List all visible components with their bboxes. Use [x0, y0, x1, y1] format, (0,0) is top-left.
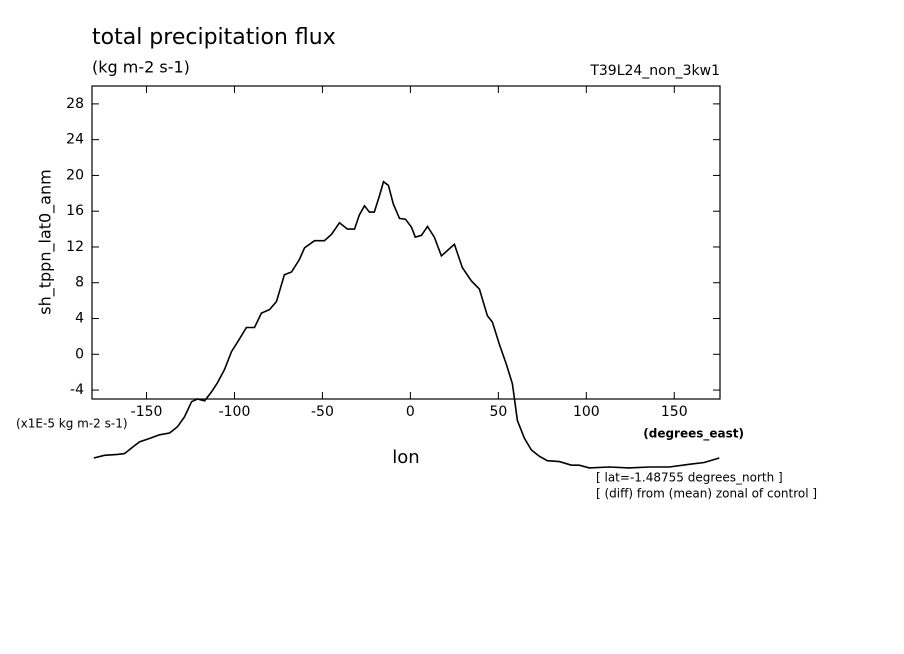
- x-tick-label: -100: [219, 404, 251, 420]
- chart-title: total precipitation flux: [92, 25, 336, 50]
- x-units: (degrees_east): [643, 427, 744, 442]
- y-tick-label: 24: [66, 132, 84, 148]
- x-tick-label: 150: [661, 404, 688, 420]
- annotation: [ lat=-1.48755 degrees_north ]: [596, 471, 783, 485]
- x-tick-label: 100: [573, 404, 600, 420]
- x-tick-label: 0: [406, 404, 415, 420]
- y-tick-label: 28: [66, 96, 84, 112]
- y-tick-label: -4: [70, 382, 84, 398]
- y-tick-label: 12: [66, 239, 84, 255]
- dataset-label: T39L24_non_3kw1: [589, 63, 720, 79]
- chart-subtitle: (kg m-2 s-1): [92, 58, 190, 77]
- x-tick-label: 50: [489, 404, 507, 420]
- y-tick-label: 16: [66, 203, 84, 219]
- plot-frame: [91, 85, 721, 400]
- data-line: [93, 180, 720, 469]
- y-tick-label: 4: [75, 311, 84, 327]
- y-tick-label: 0: [75, 346, 84, 362]
- y-tick-label: 8: [75, 275, 84, 291]
- x-tick-label: -50: [311, 404, 334, 420]
- annotation: [ (diff) from (mean) zonal of control ]: [596, 487, 817, 501]
- y-axis-label: sh_tppn_lat0_anm: [36, 169, 56, 314]
- x-tick-label: -150: [131, 404, 163, 420]
- y-tick-label: 20: [66, 167, 84, 183]
- y-units: (x1E-5 kg m-2 s-1): [16, 417, 128, 431]
- x-axis-label: lon: [392, 447, 419, 468]
